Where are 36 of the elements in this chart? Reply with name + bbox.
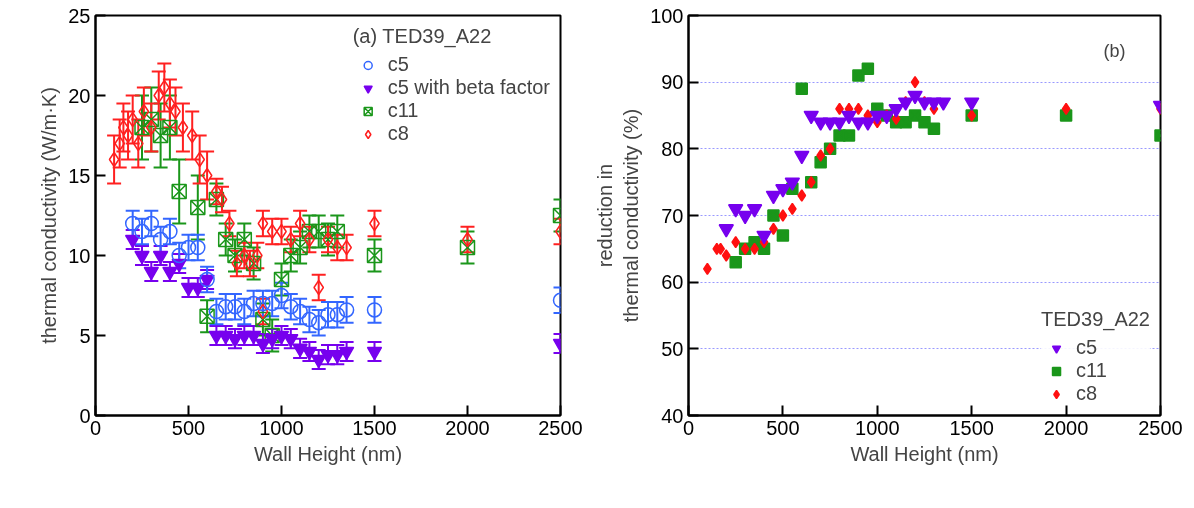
legend-title: TED39_A22 [1041, 308, 1150, 331]
x-tick-label: 1000 [259, 416, 304, 439]
legend-label: c5 [387, 53, 409, 76]
y-axis-title: reduction in thermal conductivity (%) [593, 108, 643, 323]
legend-label: c5 with beta factor [387, 76, 550, 99]
x-tick-label: 500 [171, 416, 206, 439]
x-tick-label: 1500 [352, 416, 397, 439]
legend-label: c8 [1076, 382, 1098, 405]
y-tick-label: 40 [661, 404, 684, 427]
legend-label: c8 [387, 122, 409, 145]
x-tick-label: 1500 [949, 416, 994, 439]
y-tick-label: 10 [68, 244, 91, 267]
x-tick-label: 2000 [445, 416, 490, 439]
legend-title: (a) TED39_A22 [352, 25, 493, 48]
annotation: (b) [1103, 40, 1126, 61]
legend-label: c11 [1076, 359, 1107, 382]
y-tick-label: 50 [661, 337, 684, 360]
y-tick-label: 100 [650, 4, 684, 27]
x-tick-label: 1000 [855, 416, 900, 439]
x-tick-label: 2500 [538, 416, 583, 439]
y-tick-label: 70 [661, 204, 684, 227]
x-axis-title: Wall Height (nm) [850, 442, 999, 465]
y-tick-label: 20 [68, 84, 91, 107]
x-tick-label: 2500 [1138, 416, 1183, 439]
x-tick-label: 500 [766, 416, 800, 439]
y-tick-label: 90 [661, 71, 684, 94]
x-tick-label: 2000 [1043, 416, 1089, 439]
y-tick-label: 80 [661, 137, 684, 160]
y-tick-label: 60 [661, 271, 684, 294]
legend-label: c11 [387, 99, 419, 122]
y-axis-title: thermal conductivity (W/m·K) [38, 87, 61, 344]
y-tick-label: 25 [68, 4, 91, 27]
legend-label: c5 [1076, 336, 1098, 359]
y-tick-label: 5 [79, 324, 91, 347]
y-tick-label: 15 [68, 164, 91, 187]
x-axis-title: Wall Height (nm) [253, 442, 403, 465]
